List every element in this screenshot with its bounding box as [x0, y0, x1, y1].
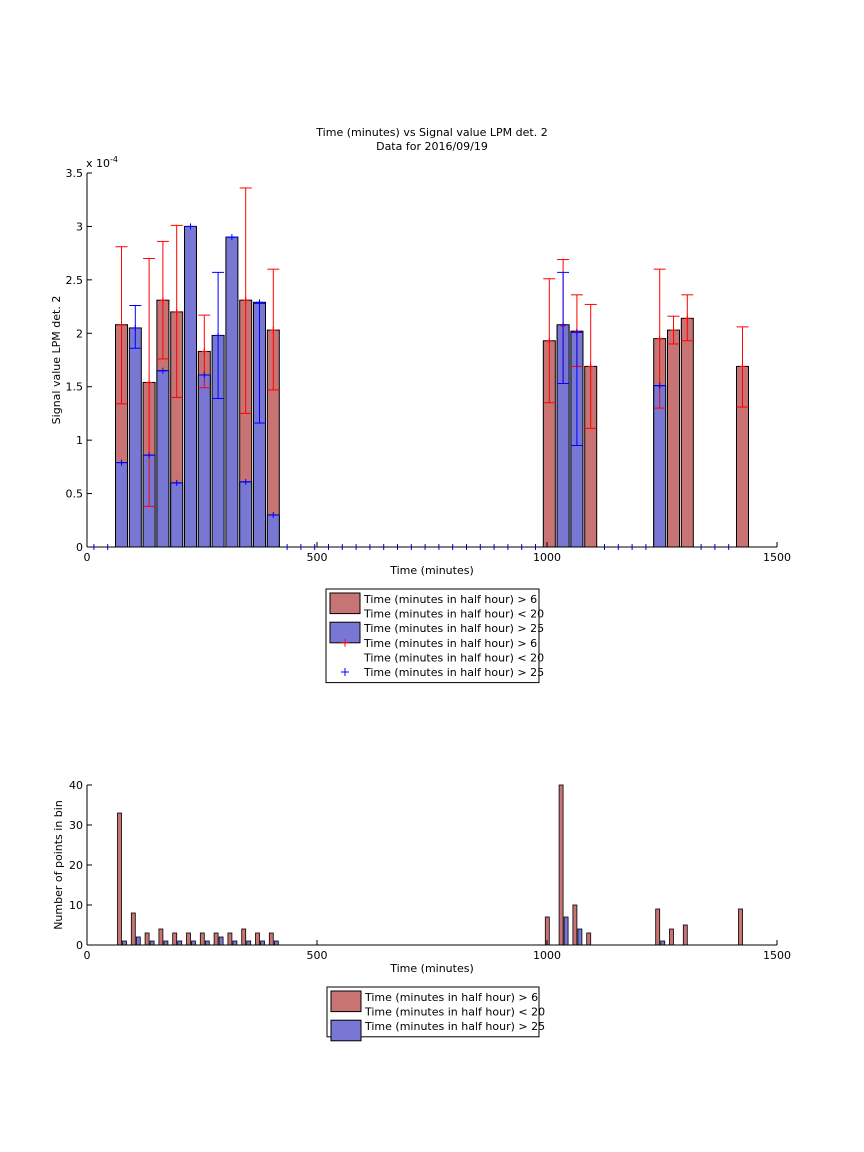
count-axes: 0 500 1000 1500 0 10 20 30 40: [69, 779, 791, 962]
legend-swatch-bar: [330, 990, 362, 1013]
legend-box: [326, 986, 540, 1038]
count-y-tick-label: 0: [76, 939, 83, 952]
count-bar: [558, 784, 564, 946]
signal-bar: [667, 329, 680, 548]
count-bar: [682, 924, 688, 946]
count-bar: [232, 940, 238, 946]
chart-title: Time (minutes) vs Signal value LPM det. …: [315, 126, 547, 139]
count-y-tick-label: 20: [69, 859, 83, 872]
signal-x-tick-label: 1500: [763, 551, 791, 564]
count-bar: [204, 940, 210, 946]
legend-label: Time (minutes in half hour) > 6: [363, 593, 537, 606]
legend-label: Time (minutes in half hour) > 25: [363, 666, 544, 679]
count-bar: [572, 904, 578, 946]
count-bar: [163, 940, 169, 946]
count-bar: [130, 912, 136, 946]
count-bar: [669, 928, 674, 946]
count-bar: [586, 932, 592, 946]
count-x-tick-label: 0: [84, 949, 91, 962]
count-bar: [177, 940, 183, 946]
count-bar: [186, 932, 191, 946]
count-x-axis-label: Time (minutes): [389, 962, 474, 975]
count-chart: 0 500 1000 1500 0 10 20 30 40 Time (minutes) Num…: [52, 779, 791, 1042]
count-bar: [149, 940, 155, 946]
count-bar: [213, 932, 219, 946]
signal-axes: 0 500 1000 1500 0 0.5 1 1.5 2 2.5 3 3.5: [66, 167, 792, 564]
count-bar: [144, 932, 150, 946]
legend-swatch-bar: [329, 592, 361, 615]
signal-x-tick-label: 500: [307, 551, 328, 564]
chart-subtitle: Data for 2016/09/19: [376, 140, 488, 153]
y-exponent-label: x 10-4: [86, 155, 118, 170]
signal-bars: [115, 225, 749, 548]
count-bar: [122, 940, 127, 946]
count-bar: [241, 928, 247, 946]
legend-label: Time (minutes in half hour) < 20: [363, 651, 544, 664]
signal-bar: [184, 225, 197, 548]
count-bar: [191, 940, 196, 946]
legend-label: Time (minutes in half hour) > 25: [363, 622, 544, 635]
signal-y-tick-label: 0: [76, 541, 83, 554]
count-bar: [563, 916, 569, 946]
count-bar: [273, 940, 279, 946]
signal-x-tick-label: 0: [84, 551, 91, 564]
y-axis-label: Signal value LPM det. 2: [50, 296, 63, 425]
count-bar: [172, 932, 178, 946]
legend-label: Time (minutes in half hour) > 6: [364, 991, 538, 1004]
signal-y-tick-label: 2: [76, 327, 83, 340]
count-x-tick-label: 1000: [533, 949, 561, 962]
count-x-tick-label: 500: [307, 949, 328, 962]
signal-bar: [128, 327, 142, 548]
count-y-tick-label: 40: [69, 779, 83, 792]
count-bar: [158, 928, 164, 946]
count-bars: [117, 784, 743, 946]
signal-bar: [170, 482, 184, 548]
count-bar: [577, 928, 583, 946]
count-bar: [227, 932, 233, 946]
signal-bar: [225, 236, 239, 548]
signal-y-tick-label: 3.5: [66, 167, 84, 180]
signal-y-tick-label: 0.5: [66, 488, 84, 501]
count-y-axis-label: Number of points in bin: [52, 800, 65, 930]
count-bar: [199, 932, 205, 946]
signal-bar: [197, 374, 211, 548]
count-bar: [660, 940, 666, 946]
legend-label: Time (minutes in half hour) > 6: [363, 637, 537, 650]
count-legend: Time (minutes in half hour) > 6 Time (min…: [326, 986, 545, 1042]
count-bar: [268, 932, 274, 946]
legend-label: Time (minutes in half hour) < 20: [363, 608, 544, 621]
count-bar: [260, 940, 265, 946]
signal-bar: [239, 481, 253, 548]
signal-bar: [653, 385, 667, 548]
signal-bar: [115, 462, 128, 548]
count-bar: [135, 936, 141, 946]
legend-label: Time (minutes in half hour) > 25: [364, 1020, 545, 1033]
signal-y-tick-label: 3: [76, 220, 83, 233]
count-bar: [655, 908, 661, 946]
legend-box: [325, 588, 540, 684]
count-y-tick-label: 10: [69, 899, 83, 912]
signal-x-tick-label: 1000: [533, 551, 561, 564]
legend-label: Time (minutes in half hour) < 20: [364, 1006, 545, 1019]
count-bar: [255, 932, 260, 946]
count-x-tick-label: 1500: [763, 949, 791, 962]
signal-y-tick-label: 1.5: [66, 381, 84, 394]
signal-y-tick-label: 1: [76, 434, 83, 447]
count-bar: [246, 940, 252, 946]
x-axis-label: Time (minutes): [389, 564, 474, 577]
count-bar: [738, 908, 743, 946]
count-bar: [117, 812, 122, 946]
signal-bar: [156, 370, 170, 548]
legend-swatch-bar: [330, 1019, 362, 1042]
signal-y-tick-label: 2.5: [66, 274, 84, 287]
signal-chart: Time (minutes) vs Signal value LPM det. …: [50, 126, 792, 684]
signal-bar: [680, 317, 694, 548]
signal-bar: [266, 514, 280, 548]
count-bar: [218, 936, 224, 946]
count-y-tick-label: 30: [69, 819, 83, 832]
